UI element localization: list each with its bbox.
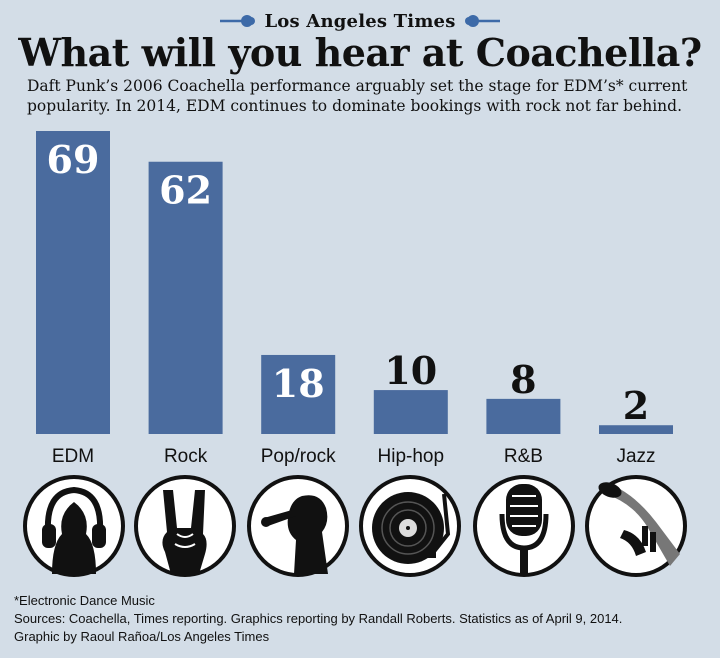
bar-rock xyxy=(148,161,223,434)
category-label: Jazz xyxy=(616,446,655,467)
rock-hand-icon xyxy=(134,475,236,577)
bar-jazz xyxy=(599,425,673,434)
chart-subtitle: Daft Punk’s 2006 Coachella performance a… xyxy=(27,77,688,115)
singer-icon xyxy=(247,475,349,577)
bar-hip-hop xyxy=(373,390,448,434)
genre-icons xyxy=(0,474,720,584)
bar-r-b xyxy=(486,398,561,434)
value-label: 62 xyxy=(159,168,212,213)
credit: Graphic by Raoul Rañoa/Los Angeles Times xyxy=(14,629,270,644)
headphones-icon xyxy=(23,475,125,577)
category-label: R&B xyxy=(504,446,543,467)
category-label: Rock xyxy=(164,446,208,467)
category-label: EDM xyxy=(52,446,94,467)
value-label: 2 xyxy=(623,383,649,428)
guitar-left-icon xyxy=(220,15,256,27)
category-label: Pop/rock xyxy=(261,446,336,467)
masthead: Los Angeles Times xyxy=(0,8,720,34)
bar-chart: 69 EDM 62 Rock 18 Pop/rock 10 Hip-hop 8 R&B 2 Jazz xyxy=(36,131,673,467)
footnote: *Electronic Dance Music xyxy=(14,593,155,608)
masthead-brand: Los Angeles Times xyxy=(264,10,456,32)
chart-title: What will you hear at Coachella? xyxy=(18,30,702,75)
value-label: 18 xyxy=(272,361,325,406)
turntable-icon xyxy=(359,475,461,577)
value-label: 69 xyxy=(47,137,100,182)
microphone-icon xyxy=(473,475,575,577)
footer: *Electronic Dance Music Sources: Coachel… xyxy=(14,592,714,646)
value-label: 10 xyxy=(384,348,437,393)
category-label: Hip-hop xyxy=(378,446,445,467)
bar-pop-rock xyxy=(261,354,336,434)
bar-edm xyxy=(36,131,110,434)
guitar-right-icon xyxy=(464,15,500,27)
sources: Sources: Coachella, Times reporting. Gra… xyxy=(14,611,623,626)
value-label: 8 xyxy=(510,357,536,402)
trumpet-icon xyxy=(585,475,687,577)
